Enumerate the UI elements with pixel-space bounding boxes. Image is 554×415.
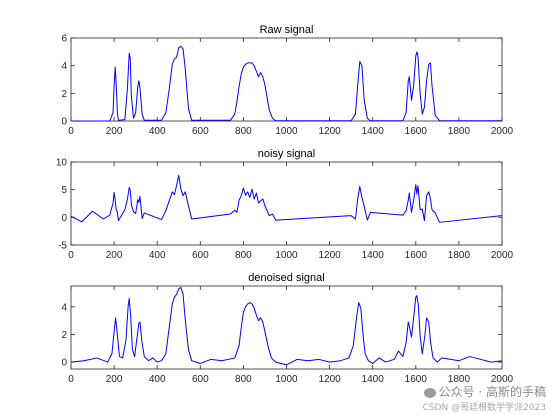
y-tick-label: 10	[56, 158, 68, 169]
x-tick-label: 400	[149, 126, 166, 137]
x-tick-label: 800	[235, 250, 252, 261]
x-tick-label: 600	[192, 126, 209, 137]
x-tick-label: 1000	[275, 374, 298, 385]
x-tick-label: 600	[192, 374, 209, 385]
x-tick-label: 1000	[275, 126, 298, 137]
watermark-line2: CSDN @哥廷根数学学派2023	[422, 403, 546, 413]
x-tick-label: 1800	[448, 374, 471, 385]
x-tick-label: 1000	[275, 250, 298, 261]
y-tick-label: 0	[61, 117, 67, 128]
x-tick-label: 800	[235, 126, 252, 137]
x-tick-label: 1600	[405, 126, 428, 137]
y-tick-label: 5	[61, 185, 67, 196]
y-tick-label: 4	[61, 302, 67, 313]
axes-frame	[70, 285, 503, 370]
y-tick-label: 2	[61, 330, 67, 341]
x-tick-label: 400	[149, 374, 166, 385]
x-tick-label: 200	[106, 126, 123, 137]
x-tick-label: 1800	[448, 126, 471, 137]
x-tick-label: 200	[106, 250, 123, 261]
chart-title: denoised signal	[248, 272, 324, 284]
y-tick-label: 6	[61, 34, 67, 45]
chart-title: noisy signal	[258, 148, 315, 160]
x-tick-label: 2000	[491, 374, 514, 385]
y-tick-label: -5	[58, 241, 67, 252]
signal-line	[70, 174, 503, 223]
axes-frame	[70, 161, 503, 246]
y-tick-label: 0	[61, 358, 67, 369]
x-tick-label: 200	[106, 374, 123, 385]
x-tick-label: 0	[68, 250, 74, 261]
watermark-line1-text: 公众号 · 高斯的手稿	[438, 385, 546, 399]
x-tick-label: 600	[192, 250, 209, 261]
watermark-line1: 公众号 · 高斯的手稿	[423, 383, 546, 400]
x-tick-label: 1600	[405, 250, 428, 261]
x-tick-label: 1200	[318, 126, 341, 137]
x-tick-label: 1400	[362, 374, 385, 385]
axes-frame	[70, 37, 503, 122]
y-tick-label: 4	[61, 61, 67, 72]
chart-panel-3: denoised signal 0 200 400 600 800 1000 1200 1400…	[61, 272, 513, 385]
signal-line	[70, 286, 503, 366]
x-tick-label: 2000	[491, 126, 514, 137]
x-tick-label: 800	[235, 374, 252, 385]
x-tick-label: 1200	[318, 374, 341, 385]
x-tick-label: 2000	[491, 250, 514, 261]
chart-panel-2: noisy signal 0 200 400 600 800 1000 1200 1400 160…	[56, 148, 514, 261]
chart-panel-1: Raw signal 0 200 400 600 800 1000 1200 1400 1600 1…	[61, 24, 513, 137]
x-tick-label: 1600	[405, 374, 428, 385]
x-tick-label: 1200	[318, 250, 341, 261]
x-tick-label: 0	[68, 374, 74, 385]
chart-title: Raw signal	[260, 24, 314, 36]
watermark: 公众号 · 高斯的手稿 CSDN @哥廷根数学学派2023	[423, 383, 546, 413]
x-tick-label: 1400	[362, 250, 385, 261]
x-tick-label: 0	[68, 126, 74, 137]
signal-line	[71, 45, 502, 122]
x-tick-label: 1800	[448, 250, 471, 261]
x-tick-label: 400	[149, 250, 166, 261]
y-tick-label: 0	[61, 213, 67, 224]
x-tick-label: 1400	[362, 126, 385, 137]
wechat-icon	[423, 387, 436, 398]
y-tick-label: 2	[61, 89, 67, 100]
